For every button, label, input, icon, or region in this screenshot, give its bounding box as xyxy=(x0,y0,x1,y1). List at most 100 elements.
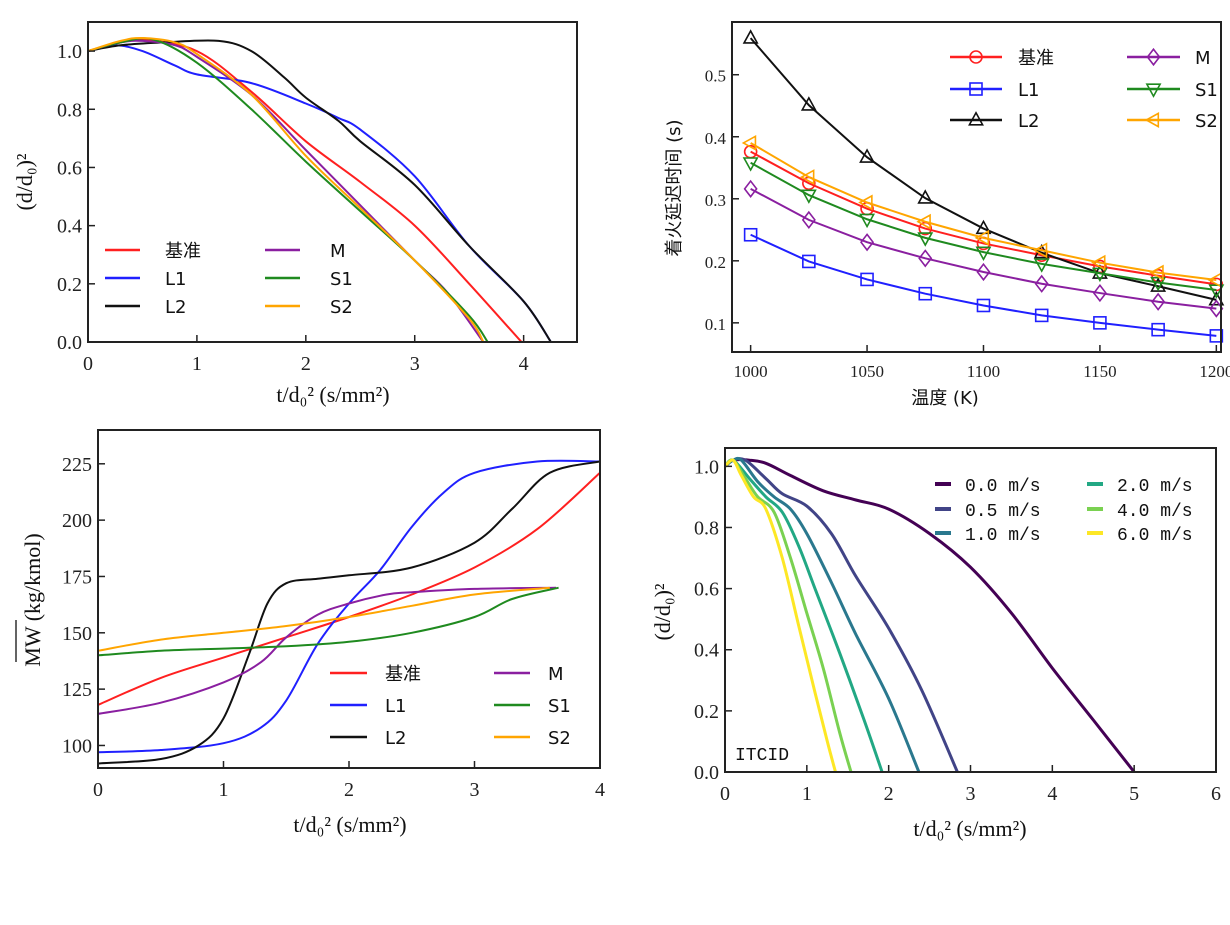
data-point xyxy=(1034,308,1049,323)
x-tick-label: 4 xyxy=(595,779,605,801)
legend-label: 1.0 m/s xyxy=(965,526,1041,546)
legend-item: 基准 xyxy=(105,241,201,262)
data-point xyxy=(1091,254,1106,271)
y-tick-label: 0.6 xyxy=(694,579,719,601)
data-point xyxy=(1151,322,1165,337)
x-axis-label: 温度 (K) xyxy=(911,388,979,409)
series-1 xyxy=(743,144,1224,292)
legend-label: 6.0 m/s xyxy=(1117,526,1193,546)
series-line xyxy=(750,233,1217,337)
series-line xyxy=(725,458,884,772)
legend-label: M xyxy=(548,664,564,685)
y-tick-label: 0.8 xyxy=(57,99,82,121)
series-line xyxy=(750,161,1217,291)
x-tick-label: 6 xyxy=(1211,783,1221,805)
legend-item: L2 xyxy=(950,111,1039,132)
legend-item: L2 xyxy=(105,297,186,318)
series-line xyxy=(98,460,600,765)
series-4 xyxy=(743,179,1224,318)
legend-item: 基准 xyxy=(330,664,421,685)
y-axis-label: 着火延迟时间 (s) xyxy=(664,119,685,256)
series-6 xyxy=(98,586,550,652)
y-tick-label: 0.3 xyxy=(705,191,726,210)
series-1 xyxy=(88,38,523,342)
data-point xyxy=(918,249,933,268)
y-tick-label: 0.2 xyxy=(694,701,719,723)
legend-item: M xyxy=(265,241,346,262)
y-tick-label: 225 xyxy=(62,454,92,476)
x-tick-label: 5 xyxy=(1129,783,1139,805)
data-point xyxy=(918,286,933,301)
legend: 基准 L1 L2 M S1 S2 xyxy=(105,241,353,318)
series-2 xyxy=(743,227,1224,343)
chart-panel-1: 0 1 2 3 4 0.0 0.2 0.4 0.6 0.8 1.0 t/d₀² (s/mm²) (d/d… xyxy=(12,21,578,407)
x-tick-label: 1050 xyxy=(850,362,884,381)
data-point xyxy=(1150,276,1167,292)
annotation: ITCID xyxy=(735,746,789,766)
legend-item: L1 xyxy=(330,696,406,717)
legend-item: 1.0 m/s xyxy=(935,526,1041,546)
series-line xyxy=(725,456,921,772)
data-point xyxy=(976,298,991,313)
y-axis-label: (d/d₀)² xyxy=(650,583,675,640)
legend-label: L2 xyxy=(1018,111,1039,132)
x-tick-label: 3 xyxy=(410,353,420,375)
x-tick-label: 2 xyxy=(344,779,354,801)
series-3 xyxy=(98,460,600,765)
x-tick-label: 3 xyxy=(470,779,480,801)
legend-label: 0.0 m/s xyxy=(965,477,1041,497)
series-2 xyxy=(98,459,600,754)
x-tick-label: 1 xyxy=(802,783,812,805)
legend-label: S1 xyxy=(330,269,353,290)
legend-item: L1 xyxy=(950,80,1039,101)
y-axis-label: (d/d₀)² xyxy=(12,153,37,210)
legend-item: L1 xyxy=(105,269,186,290)
legend-item: 基准 xyxy=(950,48,1054,69)
legend-label: S1 xyxy=(1195,80,1218,101)
data-point xyxy=(802,254,816,269)
y-tick-label: 100 xyxy=(62,735,92,757)
y-tick-label: 175 xyxy=(62,566,92,588)
axes-frame xyxy=(731,21,1222,353)
data-point xyxy=(1209,329,1224,343)
legend-label: 基准 xyxy=(1018,48,1054,69)
series-line xyxy=(98,586,557,715)
series-6 xyxy=(88,36,485,342)
legend-label: 0.5 m/s xyxy=(965,502,1041,522)
legend-label: L2 xyxy=(385,728,406,749)
legend-item: L2 xyxy=(330,728,406,749)
legend-item: 0.5 m/s xyxy=(935,502,1041,522)
series-4 xyxy=(98,586,557,715)
y-axis-label: MW (kg/kmol) xyxy=(20,533,45,666)
legend-label: L1 xyxy=(165,269,186,290)
data-point xyxy=(743,179,758,198)
data-point xyxy=(1032,242,1048,259)
x-tick-label: 3 xyxy=(966,783,976,805)
data-point xyxy=(1034,274,1049,293)
x-tick-label: 0 xyxy=(93,779,103,801)
y-tick-label: 200 xyxy=(62,510,92,532)
legend-label: 4.0 m/s xyxy=(1117,502,1193,522)
data-point xyxy=(1092,283,1107,303)
chart-panel-3: 0 1 2 3 4 100 125 150 175 200 225 t/d₀² (s/mm²) MW (… xyxy=(15,429,605,837)
data-point xyxy=(1093,316,1107,330)
axes-frame xyxy=(87,21,578,343)
legend: 基准 L1 L2 M S1 S2 xyxy=(950,47,1218,132)
data-point xyxy=(1091,267,1108,283)
data-point xyxy=(741,135,757,151)
x-tick-label: 4 xyxy=(1047,783,1057,805)
series-3 xyxy=(725,456,921,772)
x-tick-label: 1000 xyxy=(734,362,768,381)
legend-label: 基准 xyxy=(165,241,201,262)
legend-item: S1 xyxy=(1127,80,1218,101)
x-axis-label: t/d₀² (s/mm²) xyxy=(276,382,389,407)
series-6 xyxy=(725,458,837,772)
data-point xyxy=(742,157,759,172)
axes-frame xyxy=(97,429,601,769)
series-5 xyxy=(98,586,559,657)
y-tick-label: 0.2 xyxy=(57,274,82,296)
legend-item: 4.0 m/s xyxy=(1087,502,1193,522)
y-tick-label: 150 xyxy=(62,623,92,645)
legend-label: 2.0 m/s xyxy=(1117,477,1193,497)
